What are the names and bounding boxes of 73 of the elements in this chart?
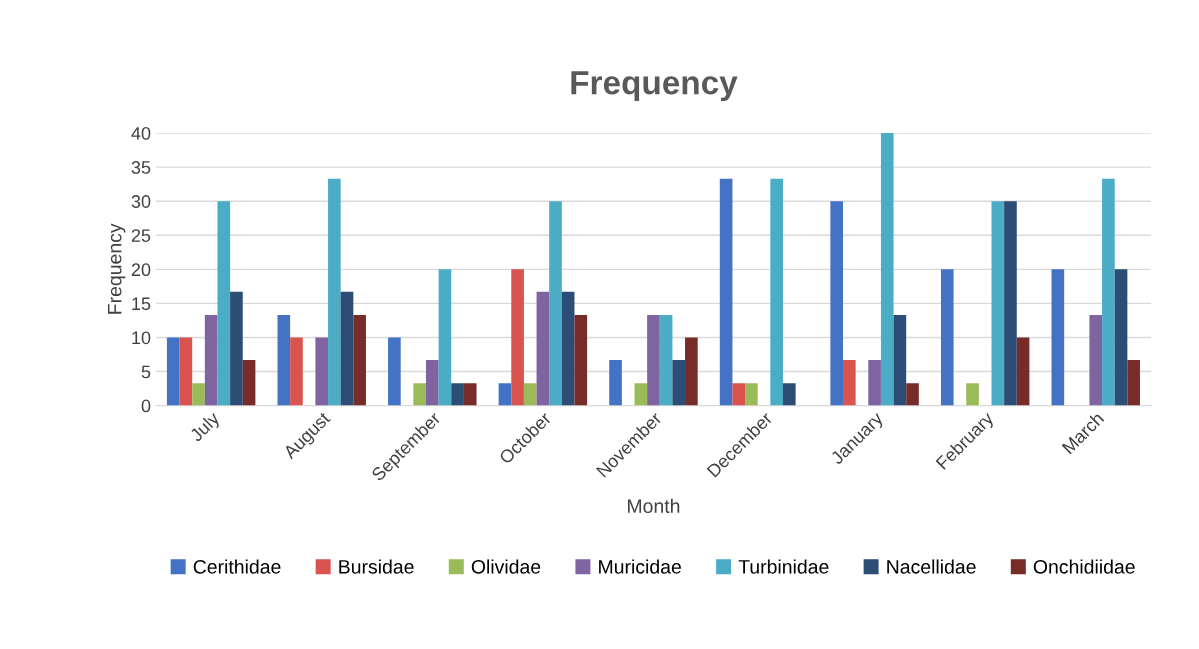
y-tick-label: 25 — [131, 229, 151, 242]
bar — [634, 383, 648, 406]
bar — [413, 383, 426, 406]
bar — [290, 337, 303, 406]
bar — [498, 383, 512, 406]
bar — [192, 383, 205, 406]
x-axis-title: Month — [628, 498, 680, 514]
bar — [672, 359, 686, 406]
bar — [179, 337, 193, 406]
bar — [830, 201, 844, 406]
y-tick-label: 0 — [141, 399, 151, 413]
bar — [388, 337, 401, 406]
bar — [463, 383, 477, 406]
bar — [880, 133, 894, 406]
bar — [966, 383, 979, 406]
bar — [353, 314, 366, 406]
bar — [1004, 201, 1017, 406]
bar — [719, 178, 733, 406]
bar — [536, 291, 550, 406]
bar — [561, 291, 575, 406]
bar — [277, 314, 291, 406]
legend-label: Nacellidae — [887, 559, 976, 574]
y-axis-title: Frequency — [107, 223, 126, 314]
bar — [549, 201, 562, 406]
bar — [1114, 269, 1128, 406]
bar — [1016, 337, 1030, 406]
bar — [609, 359, 622, 406]
y-tick-label: 15 — [132, 297, 151, 311]
bar — [868, 359, 881, 406]
bar — [732, 383, 746, 406]
y-tick-label: 30 — [131, 195, 151, 208]
bar — [940, 269, 954, 406]
bar — [438, 269, 452, 406]
bar — [230, 291, 243, 406]
bar — [340, 291, 354, 406]
bar — [893, 314, 907, 406]
bar — [523, 383, 537, 406]
bar — [782, 383, 796, 406]
bar — [659, 314, 673, 406]
legend-label: Muricidae — [599, 559, 681, 574]
legend-label: Cerithidae — [193, 559, 281, 574]
bar — [511, 269, 524, 406]
bar — [1089, 314, 1103, 406]
legend-label: Onchidiidae — [1033, 559, 1135, 574]
y-tick-label: 40 — [131, 126, 151, 140]
y-tick-label: 35 — [131, 161, 151, 174]
bar — [315, 337, 329, 406]
bar — [745, 383, 758, 406]
y-tick-label: 20 — [131, 263, 151, 277]
legend-label: Olividae — [471, 559, 541, 574]
bar — [166, 337, 180, 406]
chart-title: Frequency — [571, 71, 738, 102]
bar — [1051, 269, 1065, 406]
bar — [647, 314, 660, 406]
bar — [843, 359, 856, 406]
bar — [1102, 178, 1115, 406]
bar — [451, 383, 464, 406]
y-tick-label: 10 — [132, 331, 151, 345]
legend-label: Bursidae — [339, 559, 414, 574]
bar — [685, 337, 698, 406]
bar — [1127, 359, 1140, 406]
bar — [242, 359, 256, 406]
legend-label: Turbinidae — [738, 559, 829, 574]
y-tick-label: 5 — [141, 365, 151, 379]
bar — [204, 314, 218, 406]
bar — [425, 359, 439, 406]
bar — [770, 178, 783, 406]
bar — [328, 178, 341, 406]
bar — [991, 201, 1005, 406]
x-tick-label: July — [188, 410, 224, 445]
bar — [906, 383, 919, 406]
bar — [217, 201, 231, 406]
bar — [574, 314, 588, 406]
